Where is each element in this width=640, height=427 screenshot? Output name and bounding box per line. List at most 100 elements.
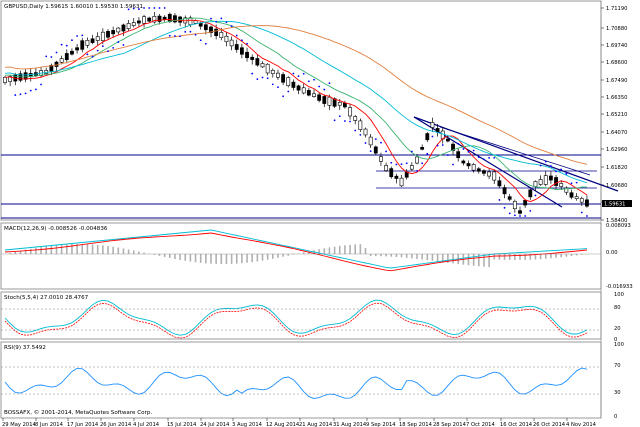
trend-line-inner[interactable] <box>439 126 591 176</box>
sar-dot <box>143 7 145 9</box>
candle-body <box>384 165 389 171</box>
rsi-panel[interactable] <box>0 341 602 419</box>
sar-dot <box>447 154 449 156</box>
sar-dot <box>416 170 418 172</box>
stoch-axis-label: 20 <box>614 326 621 332</box>
stoch-panel[interactable] <box>0 291 602 340</box>
sar-dot <box>328 82 331 85</box>
sar-dot <box>71 39 73 42</box>
candle-body <box>255 58 260 66</box>
sar-dot <box>251 72 254 75</box>
rsi-line <box>4 367 588 399</box>
sar-dot <box>349 120 351 123</box>
sar-dot <box>282 95 284 98</box>
sar-dot <box>132 7 135 10</box>
sar-dot <box>570 182 573 185</box>
sar-dot <box>534 194 537 197</box>
date-axis-label: 16 Oct 2014 <box>500 422 533 427</box>
candle-body <box>507 196 512 200</box>
candle-body <box>106 31 110 38</box>
candle-body <box>559 183 564 187</box>
candle-body <box>332 98 337 107</box>
candle-body <box>461 160 466 164</box>
candle-body <box>445 138 450 142</box>
candle-body <box>245 51 249 59</box>
stoch-signal-line <box>4 302 588 339</box>
sar-dot <box>215 20 218 23</box>
sar-dot <box>503 206 506 209</box>
sar-dot <box>19 93 22 96</box>
sar-dot <box>467 150 470 153</box>
price-axis-label: 1.65210 <box>606 112 627 118</box>
sar-dot <box>524 215 527 217</box>
candle-body <box>188 17 193 26</box>
price-axis-label: 1.58400 <box>606 218 627 224</box>
candle-body <box>415 156 419 164</box>
candle-body <box>373 146 378 154</box>
sar-dot <box>555 170 557 173</box>
sar-dot <box>138 8 140 10</box>
sar-dot <box>204 42 207 45</box>
sar-dot <box>374 138 377 141</box>
price-panel[interactable] <box>0 0 602 221</box>
candle-body <box>492 171 497 181</box>
candle-body <box>152 16 157 23</box>
sar-dot <box>158 7 161 9</box>
candle-body <box>456 151 461 159</box>
candle-body <box>476 168 481 172</box>
sar-dot <box>323 88 326 91</box>
candle-body <box>219 32 224 38</box>
candle-body <box>430 122 435 128</box>
ma-long-line <box>4 25 588 165</box>
trend-line-lower[interactable] <box>413 116 563 208</box>
sar-dot <box>364 142 367 144</box>
sar-dot <box>529 209 532 212</box>
sar-dot <box>565 172 568 175</box>
sar-dot <box>513 214 516 217</box>
candle-body <box>466 163 471 167</box>
sar-dot <box>148 7 151 9</box>
macd-signal-line <box>4 232 588 272</box>
date-axis-label: 21 Aug 2014 <box>299 422 333 427</box>
candle-body <box>538 179 543 185</box>
sar-dot <box>117 41 120 43</box>
sar-dot <box>493 156 496 159</box>
date-axis-label: 18 Sep 2014 <box>399 422 433 427</box>
candle-body <box>579 198 584 203</box>
macd-axis-label: 0.00 <box>606 250 618 256</box>
symbol-header: GBPUSD,Daily 1.59615 1.60010 1.59530 1.5… <box>4 4 144 10</box>
price-series-layer <box>3 7 589 217</box>
sar-dot <box>400 163 403 166</box>
rsi-axis-label: 0 <box>614 414 617 420</box>
sar-dot <box>462 148 465 150</box>
sar-dot <box>40 83 42 86</box>
candle-body <box>528 189 533 198</box>
candle-body <box>193 20 198 24</box>
candle-body <box>533 181 538 187</box>
sar-dot <box>519 215 521 217</box>
sar-dot <box>436 144 439 147</box>
candle-body <box>497 180 502 187</box>
date-axis-label: 17 Jun 2014 <box>67 422 99 427</box>
date-axis-label: 4 Jul 2014 <box>133 422 160 427</box>
date-axis-label: 28 Sep 2014 <box>433 422 467 427</box>
sar-dot <box>60 43 63 46</box>
current-price-value: 1.59631 <box>604 202 625 208</box>
sar-dot <box>76 35 78 37</box>
sar-dot <box>271 83 274 86</box>
rsi-axis-label: 100 <box>614 342 624 348</box>
sar-dot <box>230 25 233 27</box>
sar-dot <box>457 142 460 145</box>
sar-dot <box>96 49 99 52</box>
sar-dot <box>194 33 197 36</box>
date-axis-label: 12 Aug 2014 <box>266 422 300 427</box>
rsi-label: RSI(9) 37.5492 <box>4 345 46 351</box>
sar-dot <box>560 168 563 171</box>
candle-body <box>394 175 399 179</box>
candle-body <box>409 165 414 170</box>
sar-dot <box>452 163 454 166</box>
candle-body <box>317 94 322 101</box>
candle-body <box>23 72 28 80</box>
